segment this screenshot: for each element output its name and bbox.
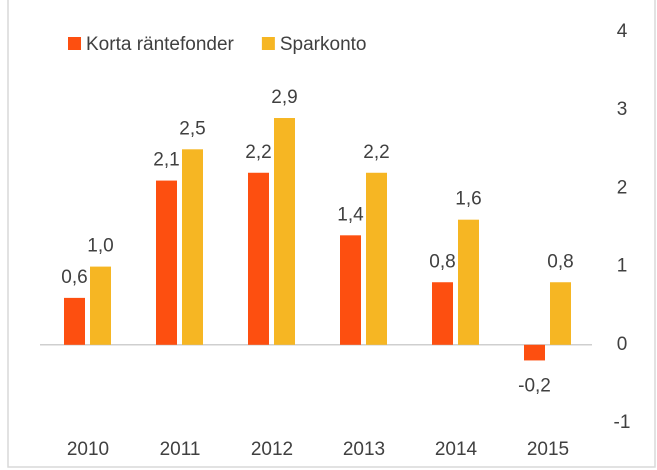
legend-swatch	[68, 37, 81, 50]
chart-frame	[7, 0, 656, 468]
bar	[182, 149, 203, 345]
value-label: 1,6	[455, 189, 481, 210]
legend-swatch	[261, 37, 275, 50]
bar	[458, 219, 479, 345]
bar	[340, 235, 361, 345]
x-tick-label: 2011	[160, 439, 201, 460]
bar	[90, 266, 111, 345]
bar	[550, 282, 571, 345]
y-tick-label: -1	[614, 412, 631, 433]
bar	[366, 172, 387, 345]
bar	[432, 282, 453, 345]
value-label: 1,0	[87, 236, 113, 257]
bar	[524, 344, 545, 361]
value-label: 0,6	[61, 267, 87, 288]
value-label: 0,8	[547, 251, 573, 272]
y-tick-label: 4	[617, 21, 628, 42]
value-label: 2,2	[363, 142, 389, 163]
y-tick-label: 2	[617, 177, 628, 198]
value-label: 0,8	[429, 251, 455, 272]
x-tick-label: 2012	[251, 439, 293, 460]
y-tick-label: 0	[617, 334, 628, 355]
value-label: 2,2	[245, 142, 271, 163]
y-tick-label: 3	[617, 99, 628, 120]
value-label: 2,9	[271, 87, 297, 108]
value-label: 2,5	[179, 118, 205, 139]
x-tick-label: 2015	[527, 439, 569, 460]
bar	[248, 172, 269, 345]
y-tick-label: 1	[617, 256, 628, 277]
value-label: 1,4	[337, 204, 364, 225]
bar	[64, 297, 85, 345]
x-tick-label: 2010	[67, 439, 109, 460]
x-tick-label: 2014	[435, 439, 478, 460]
legend-label: Sparkonto	[280, 34, 367, 55]
value-label: 2,1	[153, 150, 179, 171]
value-label: -0,2	[518, 375, 551, 396]
legend-label: Korta räntefonder	[86, 34, 235, 55]
bar	[274, 118, 295, 345]
x-tick-label: 2013	[343, 439, 385, 460]
bar	[156, 180, 177, 345]
